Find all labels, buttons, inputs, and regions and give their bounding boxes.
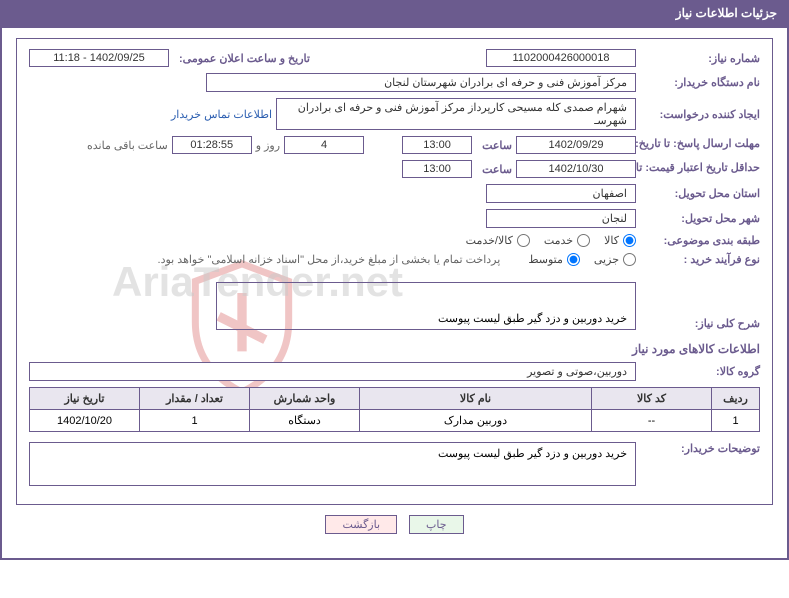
requester-label: ایجاد کننده درخواست: <box>660 109 760 121</box>
radio-small-input[interactable] <box>623 253 636 266</box>
cell-code: -- <box>592 410 712 432</box>
overview-box: خرید دوربین و دزد گیر طبق لیست پیوست <box>216 282 636 330</box>
radio-khadmat-input[interactable] <box>577 234 590 247</box>
validity-date: 1402/10/30 <box>516 160 636 178</box>
radio-small[interactable]: جزیی <box>594 253 636 266</box>
days-label: روز و <box>256 139 280 152</box>
process-note: پرداخت تمام یا بخشی از مبلغ خرید،از محل … <box>158 253 501 266</box>
cell-idx: 1 <box>712 410 760 432</box>
classification-label: طبقه بندی موضوعی: <box>664 235 760 247</box>
buyer-org-label: نام دستگاه خریدار: <box>674 77 760 89</box>
deadline-time: 13:00 <box>402 136 472 154</box>
radio-both[interactable]: کالا/خدمت <box>466 234 530 247</box>
validity-time: 13:00 <box>402 160 472 178</box>
buyer-notes-value: خرید دوربین و دزد گیر طبق لیست پیوست <box>438 448 627 460</box>
province-value: اصفهان <box>486 184 636 203</box>
th-name: نام کالا <box>360 388 592 410</box>
radio-kala[interactable]: کالا <box>604 234 636 247</box>
cell-date: 1402/10/20 <box>30 410 140 432</box>
print-button[interactable]: چاپ <box>409 515 464 534</box>
items-table: ردیف کد کالا نام کالا واحد شمارش تعداد /… <box>29 387 760 432</box>
page-title: جزئیات اطلاعات نیاز <box>676 6 777 20</box>
radio-both-input[interactable] <box>517 234 530 247</box>
cell-qty: 1 <box>140 410 250 432</box>
process-options: جزیی متوسط <box>528 253 636 266</box>
footer-buttons: چاپ بازگشت <box>16 505 773 548</box>
cell-unit: دستگاه <box>250 410 360 432</box>
group-value: دوربین،صوتی و تصویر <box>29 362 636 381</box>
page-header: جزئیات اطلاعات نیاز <box>0 0 789 26</box>
radio-kala-input[interactable] <box>623 234 636 247</box>
need-number-label: شماره نیاز: <box>708 53 760 65</box>
radio-medium[interactable]: متوسط <box>528 253 580 266</box>
buyer-contact-link[interactable]: اطلاعات تماس خریدار <box>171 108 272 121</box>
buyer-org-value: مرکز آموزش فنی و حرفه ای برادران شهرستان… <box>206 73 636 92</box>
radio-medium-input[interactable] <box>567 253 580 266</box>
overview-label: شرح کلی نیاز: <box>695 318 760 330</box>
buyer-notes-box: خرید دوربین و دزد گیر طبق لیست پیوست <box>29 442 636 486</box>
classification-options: کالا خدمت کالا/خدمت <box>466 234 636 247</box>
th-code: کد کالا <box>592 388 712 410</box>
remain-label: ساعت باقی مانده <box>87 139 168 152</box>
buyer-notes-label: توضیحات خریدار: <box>681 443 760 455</box>
th-qty: تعداد / مقدار <box>140 388 250 410</box>
validity-time-label: ساعت <box>482 163 512 176</box>
deadline-label: مهلت ارسال پاسخ: تا تاریخ: <box>635 138 760 150</box>
announce-label: تاریخ و ساعت اعلان عمومی: <box>179 52 310 65</box>
th-date: تاریخ نیاز <box>30 388 140 410</box>
back-button[interactable]: بازگشت <box>325 515 397 534</box>
table-row: 1 -- دوربین مدارک دستگاه 1 1402/10/20 <box>30 410 760 432</box>
city-label: شهر محل تحویل: <box>681 213 760 225</box>
th-row: ردیف <box>712 388 760 410</box>
announce-value: 1402/09/25 - 11:18 <box>29 49 169 67</box>
deadline-time-label: ساعت <box>482 139 512 152</box>
deadline-days: 4 <box>284 136 364 154</box>
need-number-value: 1102000426000018 <box>486 49 636 67</box>
city-value: لنجان <box>486 209 636 228</box>
th-unit: واحد شمارش <box>250 388 360 410</box>
deadline-countdown: 01:28:55 <box>172 136 252 154</box>
table-header-row: ردیف کد کالا نام کالا واحد شمارش تعداد /… <box>30 388 760 410</box>
overview-value: خرید دوربین و دزد گیر طبق لیست پیوست <box>438 312 627 325</box>
cell-name: دوربین مدارک <box>360 410 592 432</box>
details-panel: شماره نیاز: 1102000426000018 تاریخ و ساع… <box>16 38 773 505</box>
requester-value: شهرام صمدی کله مسیحی کارپرداز مرکز آموزش… <box>276 98 636 130</box>
province-label: استان محل تحویل: <box>675 188 760 200</box>
deadline-date: 1402/09/29 <box>516 136 636 154</box>
goods-section-title: اطلاعات کالاهای مورد نیاز <box>29 342 760 356</box>
main-border: AriaTender.net شماره نیاز: 1102000426000… <box>0 26 789 560</box>
radio-khadmat[interactable]: خدمت <box>544 234 590 247</box>
group-label: گروه کالا: <box>716 366 760 378</box>
process-label: نوع فرآیند خرید : <box>684 254 760 266</box>
